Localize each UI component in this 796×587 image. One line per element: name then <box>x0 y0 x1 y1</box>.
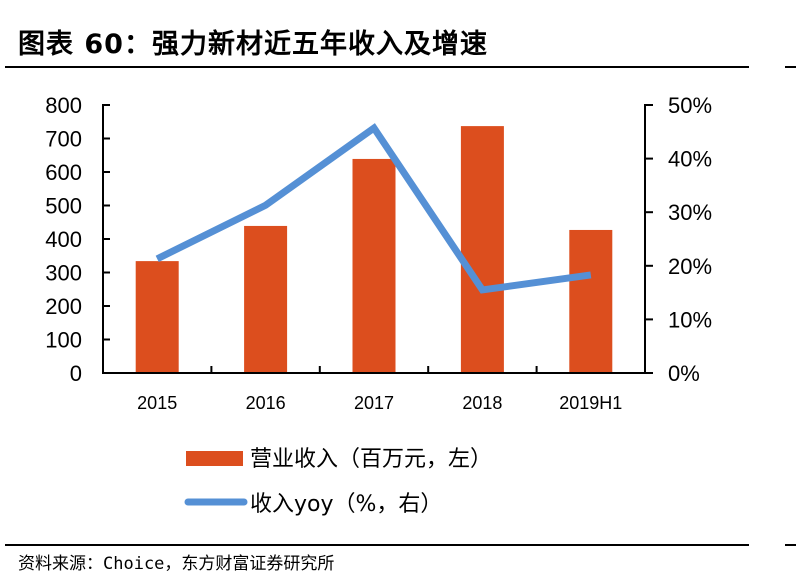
x-tick-label: 2019H1 <box>559 393 622 413</box>
left-tick-label: 400 <box>45 227 82 252</box>
right-tick-label: 40% <box>668 147 712 172</box>
x-tick-label: 2016 <box>246 393 286 413</box>
x-tick-label: 2017 <box>354 393 394 413</box>
right-tick-label: 10% <box>668 307 712 332</box>
bar-2018 <box>460 126 504 373</box>
x-tick-label: 2018 <box>462 393 502 413</box>
bar-2015 <box>135 261 179 373</box>
chart-title: 图表 60：强力新材近五年收入及增速 <box>18 29 488 60</box>
left-tick-label: 800 <box>45 93 82 118</box>
legend-bar-label: 营业收入（百万元，左） <box>250 447 492 472</box>
left-tick-label: 200 <box>45 294 82 319</box>
right-tick-label: 20% <box>668 254 712 279</box>
left-tick-label: 600 <box>45 160 82 185</box>
legend-line-label: 收入yoy（%，右） <box>250 492 442 517</box>
bar-2016 <box>244 225 288 373</box>
right-tick-label: 50% <box>668 93 712 118</box>
top-rule <box>5 66 749 68</box>
right-tick-label: 0% <box>668 361 700 386</box>
left-tick-label: 500 <box>45 194 82 219</box>
bar-2019H1 <box>569 229 613 373</box>
left-tick-label: 700 <box>45 127 82 152</box>
left-tick-label: 100 <box>45 328 82 353</box>
bottom-rule-right-segment <box>785 544 796 546</box>
bottom-rule <box>5 544 749 546</box>
legend-bar-swatch <box>186 451 243 466</box>
bar-2017 <box>352 158 396 373</box>
right-tick-label: 30% <box>668 200 712 225</box>
x-tick-label: 2015 <box>137 393 177 413</box>
left-tick-label: 300 <box>45 261 82 286</box>
top-rule-right-segment <box>785 66 796 68</box>
chart: 0 100 200 300 400 500 600 700 800 0% 10% 20% 30% 40%… <box>45 93 712 517</box>
source-note: 资料来源：Choice，东方财富证券研究所 <box>18 554 335 574</box>
left-tick-label: 0 <box>70 361 82 386</box>
